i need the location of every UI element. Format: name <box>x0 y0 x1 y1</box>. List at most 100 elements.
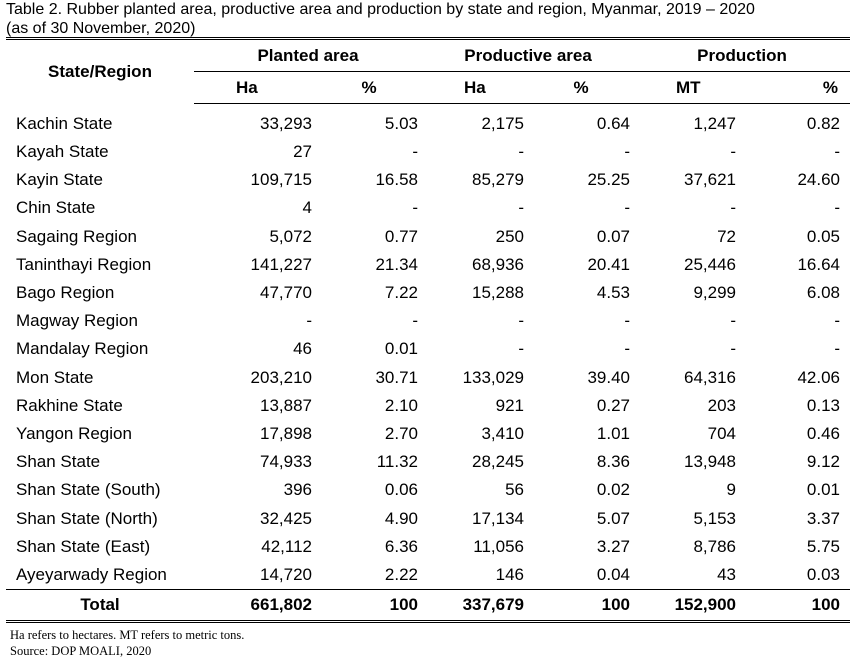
region-name: Kachin State <box>16 113 113 133</box>
table-row: Kayin State 109,715 16.58 85,279 25.25 37,621… <box>6 166 850 194</box>
cell-production-mt: 37,621 <box>684 170 737 190</box>
table-row: Sagaing Region 5,072 0.77 250 0.07 72 0.05 <box>6 223 850 251</box>
cell-production-mt: 72 <box>717 226 737 246</box>
table-row: Bago Region 47,770 7.22 15,288 4.53 9,299 6.08 <box>6 279 850 307</box>
cell-planted-ha: 396 <box>283 480 312 500</box>
cell-productive-ha: 15,288 <box>472 283 525 303</box>
cell-production-mt: 8,786 <box>693 536 737 556</box>
cell-productive-pct: 5.07 <box>596 508 631 528</box>
cell-production-mt: - <box>730 198 737 218</box>
cell-productive-pct: - <box>624 198 631 218</box>
header-region: State/Region <box>48 61 152 81</box>
cell-planted-pct: 4.90 <box>384 508 419 528</box>
cell-production-pct: 3.37 <box>806 508 841 528</box>
cell-planted-ha: 14,720 <box>260 564 312 584</box>
unit-production-mt: MT <box>634 71 741 104</box>
cell-productive-ha: 28,245 <box>472 452 525 472</box>
cell-production-mt: 1,247 <box>693 114 737 133</box>
total-productive-pct: 100 <box>528 589 635 623</box>
cell-production-pct: - <box>834 339 841 359</box>
cell-production-mt: 9,299 <box>693 283 737 303</box>
table-row: Mon State 203,210 30.71 133,029 39.40 64,316 4… <box>6 364 850 392</box>
total-productive-ha: 337,679 <box>422 589 529 623</box>
table-row: Taninthayi Region 141,227 21.34 68,936 20.41… <box>6 251 850 279</box>
cell-production-pct: 0.03 <box>806 564 841 584</box>
cell-planted-pct: 7.22 <box>384 283 419 303</box>
cell-production-pct: 0.13 <box>806 395 841 415</box>
cell-planted-pct: 0.06 <box>384 480 419 500</box>
cell-production-mt: - <box>730 339 737 359</box>
table-row: Ayeyarwady Region 14,720 2.22 146 0.04 43 0.03 <box>6 561 850 590</box>
table-row: Shan State (South) 396 0.06 56 0.02 9 0.01 <box>6 476 850 504</box>
unit-productive-pct: % <box>528 71 635 104</box>
region-name: Shan State (East) <box>16 536 151 556</box>
total-planted-pct: 100 <box>316 589 423 623</box>
rubber-table: State/Region Planted area Productive are… <box>6 40 851 623</box>
cell-productive-pct: 0.04 <box>596 564 631 584</box>
cell-productive-ha: 146 <box>495 564 525 584</box>
cell-productive-ha: 17,134 <box>472 508 525 528</box>
note-units: Ha refers to hectares. MT refers to metr… <box>10 628 245 642</box>
cell-production-pct: 16.64 <box>797 254 841 274</box>
cell-production-pct: 9.12 <box>806 452 841 472</box>
cell-planted-ha: 141,227 <box>250 254 312 274</box>
cell-productive-ha: - <box>518 142 525 162</box>
cell-productive-pct: 0.02 <box>596 480 631 500</box>
cell-productive-ha: 250 <box>495 226 525 246</box>
cell-planted-ha: 42,112 <box>261 536 312 556</box>
cell-planted-pct: - <box>412 311 419 331</box>
region-name: Shan State (South) <box>16 480 161 500</box>
unit-production-pct: % <box>740 71 851 104</box>
table-row: Rakhine State 13,887 2.10 921 0.27 203 0.13 <box>6 392 850 420</box>
cell-production-mt: 43 <box>717 564 737 584</box>
cell-productive-pct: 39.40 <box>587 367 631 387</box>
cell-productive-pct: 0.07 <box>596 226 631 246</box>
region-name: Kayin State <box>16 170 103 190</box>
cell-productive-ha: 3,410 <box>481 423 525 443</box>
cell-planted-ha: 17,898 <box>260 423 312 443</box>
cell-planted-pct: 11.32 <box>376 452 419 472</box>
cell-planted-ha: 32,425 <box>260 508 312 528</box>
cell-planted-ha: 4 <box>302 198 312 218</box>
cell-planted-pct: 16.58 <box>375 170 419 190</box>
cell-productive-pct: 4.53 <box>596 283 631 303</box>
document: Table 2. Rubber planted area, productive… <box>6 0 851 659</box>
cell-planted-pct: 0.77 <box>384 226 419 246</box>
cell-planted-pct: 21.34 <box>375 254 419 274</box>
cell-planted-pct: 0.01 <box>384 339 419 359</box>
cell-productive-ha: - <box>518 311 525 331</box>
cell-production-mt: 13,948 <box>684 452 737 472</box>
region-name: Bago Region <box>16 283 115 303</box>
cell-production-mt: - <box>730 311 737 331</box>
region-name: Kayah State <box>16 142 109 162</box>
cell-production-pct: 0.46 <box>806 423 841 443</box>
total-production-pct: 100 <box>740 589 851 623</box>
total-planted-ha: 661,802 <box>194 589 316 623</box>
cell-production-pct: - <box>834 142 841 162</box>
cell-productive-ha: - <box>518 198 525 218</box>
unit-productive-ha: Ha <box>422 71 529 104</box>
cell-productive-pct: 0.64 <box>596 114 631 133</box>
cell-productive-pct: - <box>624 311 631 331</box>
cell-production-mt: 5,153 <box>693 508 737 528</box>
region-name: Shan State (North) <box>16 508 158 528</box>
cell-planted-ha: 47,770 <box>260 283 312 303</box>
total-row: Total 661,802 100 337,679 100 152,900 10… <box>6 589 851 623</box>
cell-planted-pct: - <box>412 198 419 218</box>
cell-production-pct: 42.06 <box>797 367 841 387</box>
cell-production-pct: 24.60 <box>797 170 841 190</box>
cell-productive-ha: 133,029 <box>462 367 525 387</box>
cell-planted-pct: 5.03 <box>384 114 419 133</box>
region-name: Mandalay Region <box>16 339 149 359</box>
cell-production-mt: 25,446 <box>684 254 737 274</box>
cell-productive-pct: 25.25 <box>587 170 631 190</box>
cell-planted-pct: 6.36 <box>384 536 419 556</box>
cell-production-mt: 9 <box>726 480 737 500</box>
cell-planted-ha: 13,887 <box>260 395 312 415</box>
cell-planted-ha: 27 <box>293 142 312 162</box>
header-production: Production <box>634 40 851 72</box>
total-production-mt: 152,900 <box>634 589 741 623</box>
unit-planted-ha: Ha <box>194 71 316 104</box>
cell-production-pct: 0.82 <box>806 114 841 133</box>
table-row: Shan State (North) 32,425 4.90 17,134 5.07 5,… <box>6 504 850 532</box>
